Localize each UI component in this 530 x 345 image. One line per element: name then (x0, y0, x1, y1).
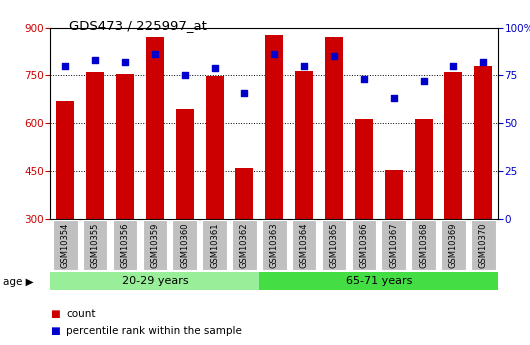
Text: ■: ■ (50, 309, 60, 319)
Point (151, 52, 159, 57)
Text: GSM10363: GSM10363 (270, 222, 279, 268)
Text: 65-71 years: 65-71 years (346, 276, 412, 286)
Bar (206, 76, 224, 219)
FancyBboxPatch shape (471, 220, 496, 270)
Point (91, 57, 100, 63)
Bar (355, 119, 373, 219)
Point (330, 53, 338, 59)
Point (390, 96, 398, 101)
FancyBboxPatch shape (53, 220, 77, 270)
Text: GSM10367: GSM10367 (389, 222, 398, 268)
FancyBboxPatch shape (50, 272, 259, 290)
Text: GSM10366: GSM10366 (359, 222, 368, 268)
Point (210, 65, 219, 71)
Bar (295, 71, 313, 219)
FancyBboxPatch shape (259, 272, 498, 290)
FancyBboxPatch shape (232, 220, 257, 270)
Point (449, 63, 457, 69)
Text: GDS473 / 225997_at: GDS473 / 225997_at (69, 19, 207, 32)
Bar (146, 37, 164, 219)
Text: GSM10355: GSM10355 (91, 222, 100, 268)
Bar (414, 119, 432, 219)
Point (61, 63, 69, 69)
FancyBboxPatch shape (382, 220, 406, 270)
Bar (235, 168, 253, 219)
Text: 20-29 years: 20-29 years (121, 276, 188, 286)
Bar (325, 37, 343, 219)
FancyBboxPatch shape (172, 220, 197, 270)
Point (240, 90, 249, 96)
Bar (56, 101, 74, 219)
FancyBboxPatch shape (351, 220, 376, 270)
Bar (86, 72, 104, 219)
Bar (266, 34, 283, 219)
FancyBboxPatch shape (202, 220, 227, 270)
FancyBboxPatch shape (292, 220, 316, 270)
Text: GSM10362: GSM10362 (240, 222, 249, 268)
Text: percentile rank within the sample: percentile rank within the sample (66, 326, 242, 335)
Text: GSM10360: GSM10360 (180, 222, 189, 268)
Bar (176, 109, 193, 219)
FancyBboxPatch shape (411, 220, 436, 270)
Text: GSM10359: GSM10359 (151, 222, 160, 268)
Point (479, 59, 488, 65)
Text: GSM10368: GSM10368 (419, 222, 428, 268)
Bar (474, 66, 492, 219)
FancyBboxPatch shape (322, 220, 346, 270)
Text: GSM10364: GSM10364 (299, 222, 308, 268)
Point (121, 59, 129, 65)
Bar (445, 72, 462, 219)
Text: count: count (66, 309, 96, 319)
FancyBboxPatch shape (143, 220, 167, 270)
Text: ■: ■ (50, 326, 60, 335)
Text: age ▶: age ▶ (3, 277, 33, 287)
Point (300, 63, 308, 69)
Point (419, 78, 428, 84)
FancyBboxPatch shape (113, 220, 137, 270)
Text: GSM10361: GSM10361 (210, 222, 219, 268)
Point (180, 73, 189, 78)
Bar (385, 170, 403, 219)
Point (360, 77, 368, 82)
Bar (116, 74, 134, 219)
FancyBboxPatch shape (262, 220, 287, 270)
Point (270, 52, 279, 57)
Text: GSM10365: GSM10365 (330, 222, 339, 268)
Text: GSM10354: GSM10354 (61, 222, 70, 268)
FancyBboxPatch shape (441, 220, 466, 270)
Text: GSM10356: GSM10356 (120, 222, 129, 268)
Text: GSM10369: GSM10369 (449, 222, 458, 268)
Text: GSM10370: GSM10370 (479, 222, 488, 268)
FancyBboxPatch shape (83, 220, 108, 270)
